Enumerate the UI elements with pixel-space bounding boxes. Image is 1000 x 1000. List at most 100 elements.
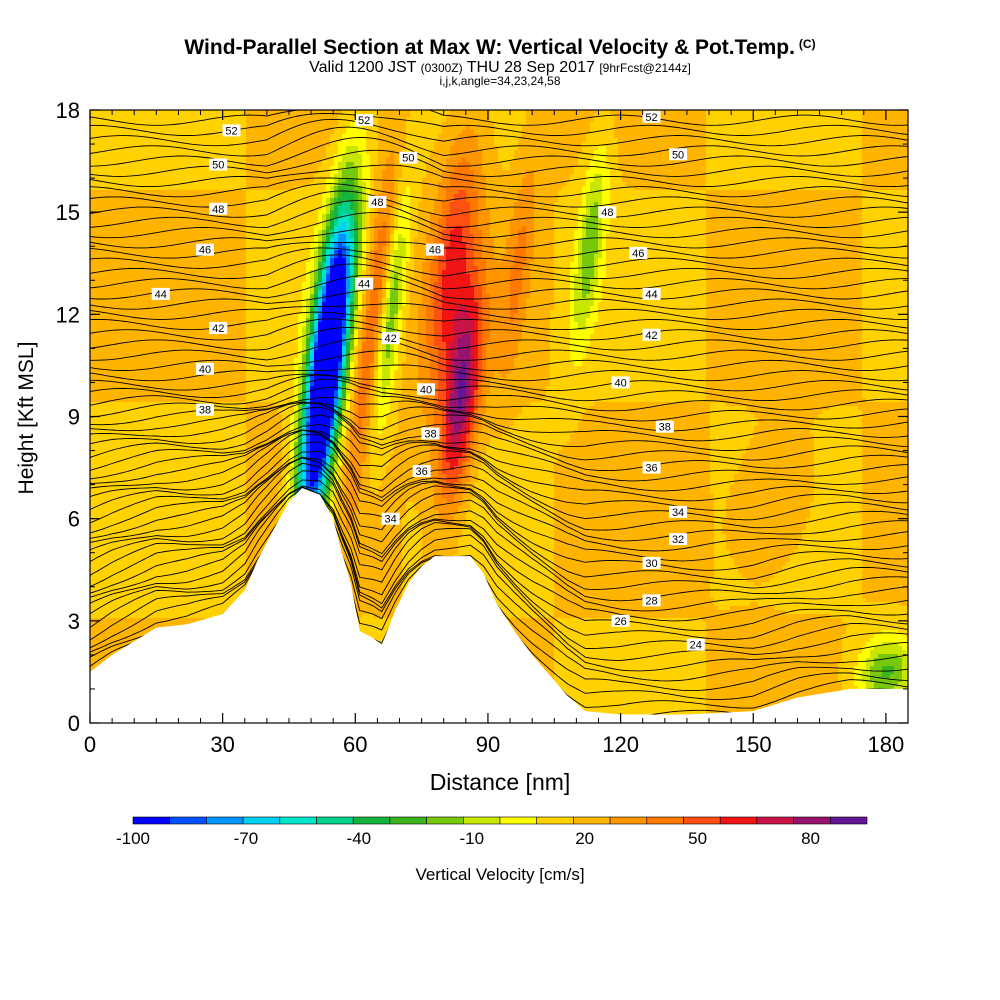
field-cell [314,142,319,147]
field-cell [322,150,327,155]
field-cell [146,142,151,147]
field-cell [870,166,875,171]
field-cell [810,194,815,199]
field-cell [770,122,775,127]
field-cell [762,134,767,139]
field-cell [574,154,579,159]
field-cell [702,186,707,191]
field-cell [562,202,567,207]
field-cell [110,170,115,175]
field-cell [154,194,159,199]
field-cell [202,130,207,135]
field-cell [282,206,287,211]
field-cell [466,138,471,143]
field-cell [718,182,723,187]
field-cell [110,150,115,155]
field-cell [174,206,179,211]
field-cell [342,138,347,143]
field-cell [246,142,251,147]
field-cell [362,150,367,155]
field-cell [714,174,719,179]
field-cell [410,142,415,147]
field-cell [346,202,351,207]
field-cell [586,142,591,147]
field-cell [718,174,723,179]
field-cell [454,158,459,163]
field-cell [538,182,543,187]
field-cell [206,166,211,171]
field-cell [262,122,267,127]
field-cell [258,190,263,195]
field-cell [858,202,863,207]
field-cell [198,198,203,203]
field-cell [510,114,515,119]
field-cell [906,170,908,175]
field-cell [746,150,751,155]
field-cell [470,142,475,147]
field-cell [530,134,535,139]
field-cell [494,202,499,207]
field-cell [870,142,875,147]
field-cell [362,174,367,179]
field-cell [158,146,163,151]
field-cell [210,130,215,135]
field-cell [138,174,143,179]
field-cell [726,146,731,151]
field-cell [402,110,407,115]
field-cell [642,162,647,167]
field-cell [470,166,475,171]
field-cell [846,118,851,123]
field-cell [510,150,515,155]
field-cell [474,130,479,135]
field-cell [538,142,543,147]
field-cell [218,150,223,155]
field-cell [674,122,679,127]
field-cell [618,178,623,183]
field-cell [270,178,275,183]
field-cell [882,190,887,195]
field-cell [182,134,187,139]
field-cell [266,110,271,115]
field-cell [742,170,747,175]
field-cell [778,190,783,195]
field-cell [506,190,511,195]
field-cell [222,178,227,183]
field-cell [242,134,247,139]
field-cell [410,122,415,127]
field-cell [886,138,891,143]
field-cell [602,158,607,163]
field-cell [902,138,907,143]
field-cell [502,194,507,199]
field-cell [602,198,607,203]
field-cell [846,126,851,131]
field-cell [354,186,359,191]
field-cell [510,138,515,143]
field-cell [878,198,883,203]
field-cell [510,130,515,135]
field-cell [366,166,371,171]
field-cell [178,142,183,147]
field-cell [162,170,167,175]
field-cell [830,166,835,171]
field-cell [786,166,791,171]
field-cell [810,178,815,183]
field-cell [766,190,771,195]
field-cell [146,158,151,163]
field-cell [266,118,271,123]
field-cell [710,134,715,139]
field-cell [554,174,559,179]
field-cell [350,158,355,163]
field-cell [470,202,475,207]
field-cell [390,114,395,119]
field-cell [494,122,499,127]
field-cell [102,166,107,171]
field-cell [890,138,895,143]
field-cell [330,194,335,199]
field-cell [890,122,895,127]
field-cell [794,190,799,195]
field-cell [174,186,179,191]
field-cell [618,170,623,175]
field-cell [114,142,119,147]
field-cell [498,198,503,203]
field-cell [766,134,771,139]
